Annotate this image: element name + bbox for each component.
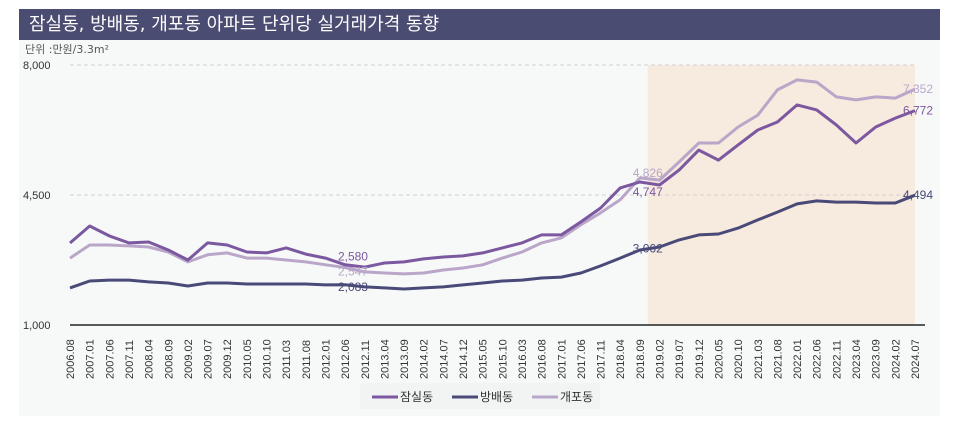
x-tick-label: 2015.10 <box>497 339 509 379</box>
x-tick-label: 2022.11 <box>831 340 843 379</box>
x-tick-label: 2014.07 <box>438 339 450 379</box>
x-tick-label: 2012.06 <box>340 339 352 379</box>
x-tick-label: 2016.08 <box>537 339 549 379</box>
x-tick-label: 2020.05 <box>713 339 725 379</box>
legend-label: 방배동 <box>480 390 513 404</box>
x-tick-label: 2006.08 <box>65 339 77 379</box>
x-tick-label: 2012.11 <box>360 340 372 379</box>
data-label: 2,083 <box>338 280 368 294</box>
x-tick-label: 2024.02 <box>890 339 902 379</box>
x-tick-label: 2020.10 <box>733 339 745 379</box>
x-tick-label: 2024.07 <box>910 339 922 379</box>
data-label: 7,352 <box>903 82 933 96</box>
x-tick-label: 2010.10 <box>262 339 274 379</box>
legend <box>360 383 600 409</box>
unit-label: 단위 :만원/3.3m² <box>25 43 110 56</box>
data-label: 4,494 <box>903 188 933 202</box>
series-line-잠실동 <box>69 103 916 269</box>
x-tick-label: 2014.02 <box>419 339 431 379</box>
data-label: 2,580 <box>338 249 368 263</box>
y-tick-label: 1,000 <box>23 320 51 332</box>
x-tick-label: 2022.01 <box>792 339 804 379</box>
x-tick-label: 2023.04 <box>851 339 863 379</box>
series-line-방배동 <box>69 193 916 291</box>
y-tick-label: 4,500 <box>23 190 51 202</box>
x-tick-label: 2019.12 <box>694 339 706 379</box>
x-tick-label: 2009.07 <box>203 339 215 379</box>
x-tick-label: 2013.04 <box>379 339 391 379</box>
x-tick-label: 2008.04 <box>144 339 156 379</box>
x-tick-label: 2019.02 <box>655 339 667 379</box>
data-label: 4,747 <box>633 185 663 199</box>
x-tick-label: 2015.05 <box>478 339 490 379</box>
x-tick-label: 2009.12 <box>222 339 234 379</box>
x-tick-label: 2016.03 <box>517 339 529 379</box>
data-label: 3,062 <box>633 241 663 255</box>
data-label: 2,547 <box>338 265 368 279</box>
x-tick-label: 2018.04 <box>615 339 627 379</box>
x-tick-label: 2007.01 <box>85 339 97 379</box>
x-tick-label: 2013.09 <box>399 339 411 379</box>
series-line-개포동 <box>69 78 916 276</box>
x-tick-label: 2014.12 <box>458 339 470 379</box>
y-tick-label: 8,000 <box>23 60 51 72</box>
x-tick-label: 2021.03 <box>753 339 765 379</box>
legend-label: 잠실동 <box>400 390 433 404</box>
x-tick-label: 2008.09 <box>163 339 175 379</box>
x-tick-label: 2018.09 <box>635 339 647 379</box>
x-tick-label: 2021.08 <box>772 339 784 379</box>
x-tick-label: 2011.08 <box>301 340 313 379</box>
x-tick-label: 2023.09 <box>871 339 883 379</box>
x-tick-label: 2017.01 <box>556 339 568 379</box>
legend-label: 개포동 <box>560 390 593 404</box>
chart-title: 잠실동, 방배동, 개포동 아파트 단위당 실거래가격 동향 <box>19 9 940 40</box>
x-tick-label: 2010.05 <box>242 339 254 379</box>
data-label: 6,772 <box>903 104 933 118</box>
x-tick-label: 2007.06 <box>104 339 116 379</box>
x-tick-label: 2009.02 <box>183 339 195 379</box>
data-label: 4,826 <box>633 166 663 180</box>
x-tick-label: 2011.03 <box>281 340 293 379</box>
x-tick-label: 2007.11 <box>124 340 136 379</box>
x-tick-label: 2022.06 <box>812 339 824 379</box>
x-tick-label: 2012.01 <box>320 339 332 379</box>
x-tick-label: 2017.06 <box>576 339 588 379</box>
x-tick-label: 2017.11 <box>596 340 608 379</box>
x-tick-label: 2019.07 <box>674 339 686 379</box>
